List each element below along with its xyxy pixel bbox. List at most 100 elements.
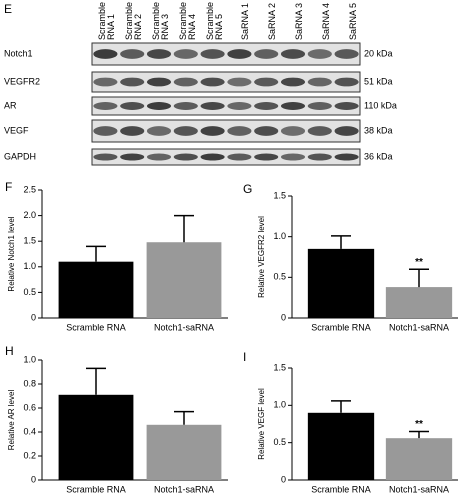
- error-bar: [409, 268, 429, 288]
- lane-label: Scramble RNA 1: [97, 1, 117, 40]
- band: [173, 49, 198, 59]
- bar: [146, 424, 222, 480]
- band: [334, 102, 359, 110]
- error-bar: [86, 245, 106, 262]
- band: [200, 153, 225, 161]
- lane-label: Scramble RNA 5: [204, 1, 224, 40]
- error-bar: [331, 235, 351, 249]
- band: [227, 49, 252, 59]
- y-axis-label: Relative Notch1 level: [7, 216, 16, 291]
- error-bar: [174, 410, 194, 425]
- band: [200, 77, 225, 87]
- y-tick-label: 1.0: [273, 400, 286, 410]
- lane-label: SaRNA 5: [347, 2, 358, 40]
- lane-label: SaRNA 2: [267, 2, 278, 40]
- y-tick-label: 0.6: [23, 402, 36, 412]
- y-tick-label: 0.5: [273, 437, 286, 447]
- band: [334, 77, 359, 87]
- y-tick-label: 0.5: [273, 272, 286, 282]
- y-tick-label: 0: [31, 474, 36, 484]
- band: [280, 153, 306, 161]
- band: [227, 77, 252, 87]
- error-bar: [174, 214, 194, 243]
- band: [334, 153, 359, 161]
- x-tick-label: Scramble RNA: [311, 322, 371, 332]
- band: [173, 153, 198, 161]
- band: [93, 102, 118, 110]
- blot-strip: [91, 148, 361, 166]
- y-tick-label: 1.0: [23, 261, 36, 271]
- row-label: Notch1: [4, 48, 33, 58]
- band: [146, 49, 172, 59]
- y-tick-label: 1.0: [273, 231, 286, 241]
- x-tick-label: Scramble RNA: [311, 484, 371, 494]
- lane-label: Scramble RNA 3: [151, 1, 170, 40]
- band: [200, 126, 225, 136]
- band: [146, 153, 172, 161]
- y-axis-label: Relative VEGFR2 level: [257, 216, 266, 298]
- bar: [146, 242, 222, 318]
- blot-strip: [91, 119, 361, 143]
- band: [227, 153, 252, 161]
- lane-label: Scramble RNA 2: [124, 1, 144, 40]
- y-axis-label: Relative AR level: [7, 390, 16, 451]
- band: [93, 77, 118, 87]
- panel-label: G: [243, 182, 252, 196]
- band: [173, 77, 198, 87]
- panel-label: I: [243, 350, 246, 364]
- row-label: VEGF: [4, 125, 29, 135]
- band: [200, 102, 225, 110]
- y-tick-label: 0.8: [23, 378, 36, 388]
- error-bar: [331, 400, 351, 413]
- bar: [385, 438, 453, 480]
- panel-label: E: [4, 2, 12, 16]
- band: [120, 49, 145, 59]
- lane-label: Scramble RNA 4: [177, 1, 197, 40]
- bar: [307, 412, 375, 480]
- band: [173, 126, 198, 136]
- band: [280, 77, 306, 87]
- lane-label: SaRNA 4: [320, 2, 331, 40]
- x-tick-label: Scramble RNA: [66, 484, 126, 494]
- bar: [385, 287, 453, 318]
- bar: [58, 394, 134, 480]
- y-tick-label: 0: [281, 312, 286, 322]
- band: [307, 49, 332, 59]
- band: [307, 153, 332, 161]
- lane-label: SaRNA 1: [240, 2, 251, 40]
- panel-label: F: [5, 180, 12, 194]
- bar: [58, 261, 134, 318]
- row-label: VEGFR2: [4, 76, 40, 86]
- band: [227, 102, 252, 110]
- band: [120, 77, 145, 87]
- x-tick-label: Notch1-saRNA: [154, 322, 214, 332]
- blot-strip: [91, 96, 361, 116]
- band: [93, 126, 118, 136]
- band: [254, 49, 279, 59]
- size-label: 38 kDa: [364, 125, 393, 135]
- x-tick-label: Notch1-saRNA: [154, 484, 214, 494]
- x-tick-label: Scramble RNA: [66, 322, 126, 332]
- bar: [307, 248, 375, 318]
- size-label: 110 kDa: [364, 100, 397, 110]
- y-tick-label: 0: [281, 474, 286, 484]
- panel-label: H: [5, 344, 14, 358]
- band: [307, 102, 332, 110]
- x-tick-label: Notch1-saRNA: [389, 484, 449, 494]
- y-tick-label: 0.5: [23, 287, 36, 297]
- y-tick-label: 1.5: [273, 190, 286, 200]
- blot-strip: [91, 42, 361, 66]
- y-axis-label: Relative VEGF level: [257, 388, 266, 460]
- band: [307, 77, 332, 87]
- band: [173, 102, 198, 110]
- y-tick-label: 1.5: [23, 236, 36, 246]
- band: [146, 77, 172, 87]
- band: [254, 153, 279, 161]
- band: [334, 49, 359, 59]
- size-label: 36 kDa: [364, 151, 393, 161]
- error-bar: [86, 367, 106, 395]
- size-label: 51 kDa: [364, 76, 393, 86]
- y-tick-label: 2.5: [23, 184, 36, 194]
- y-tick-label: 0.2: [23, 450, 36, 460]
